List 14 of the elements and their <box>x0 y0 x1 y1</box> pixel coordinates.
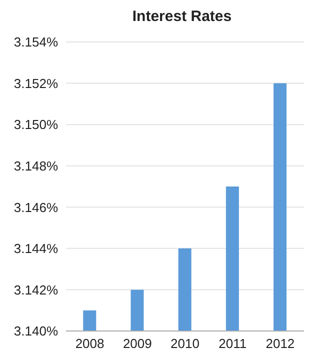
chart-title: Interest Rates <box>131 8 233 27</box>
x-tick-label: 2011 <box>218 336 247 352</box>
y-tick-label: 3.150% <box>14 117 58 132</box>
x-tick-label: 2008 <box>75 336 104 352</box>
y-tick-label: 3.142% <box>14 282 58 298</box>
y-tick-label: 3.140% <box>14 324 58 339</box>
y-tick-label: 3.154% <box>14 34 58 50</box>
y-tick-label: 3.146% <box>14 200 58 215</box>
x-tick-label: 2009 <box>122 336 152 352</box>
x-tick-label: 2012 <box>266 336 295 352</box>
y-tick-label: 3.152% <box>14 76 58 91</box>
x-tick-label: 2010 <box>170 336 200 352</box>
y-tick-label: 3.144% <box>14 241 58 256</box>
y-tick-label: 3.148% <box>14 158 58 174</box>
